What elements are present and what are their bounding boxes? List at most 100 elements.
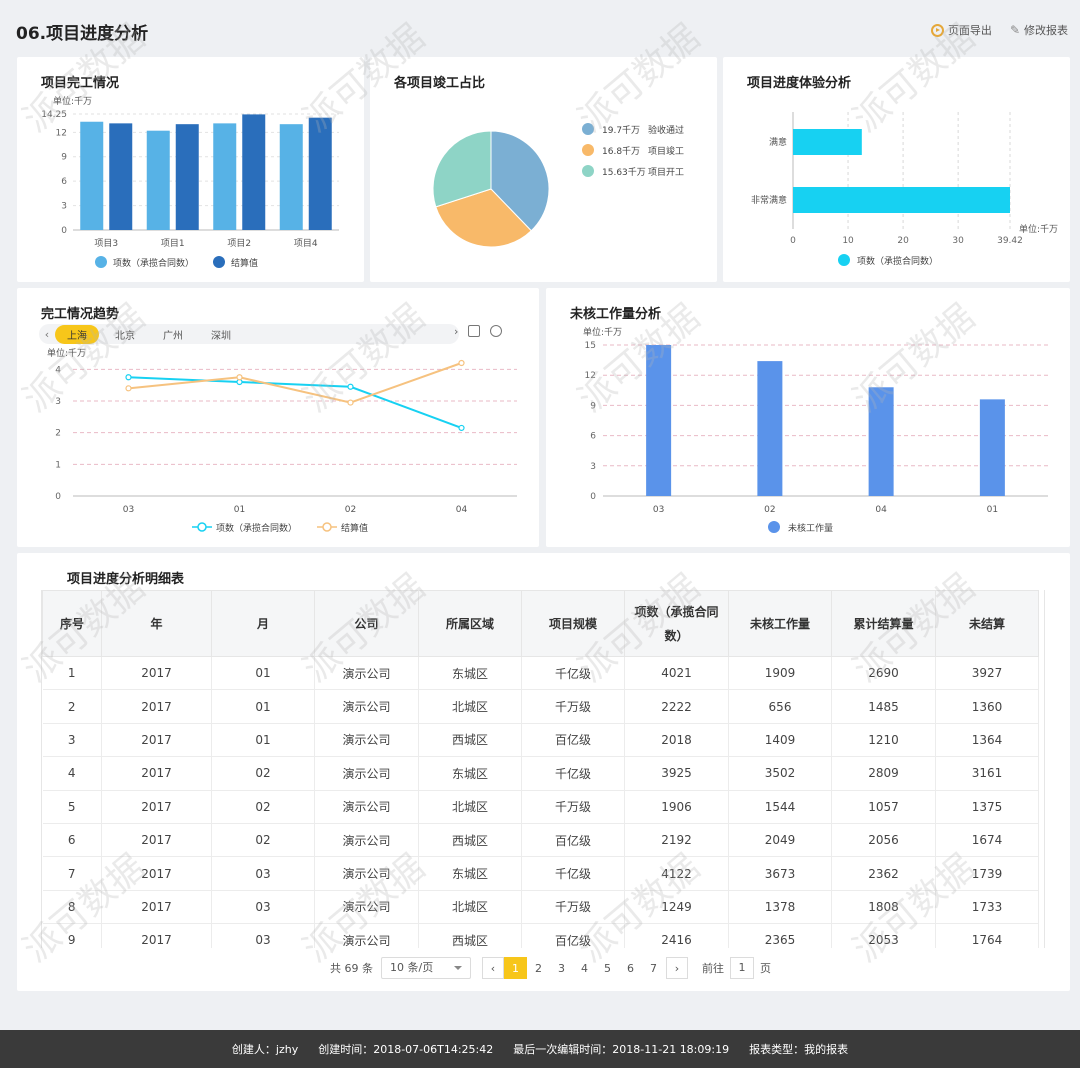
table-cell: 2 bbox=[42, 689, 102, 724]
y-tick-label: 9 bbox=[590, 401, 596, 411]
page-title: 06.项目进度分析 bbox=[16, 24, 149, 44]
next-page-button[interactable]: › bbox=[666, 957, 688, 979]
pencil-icon: ✎ bbox=[1009, 23, 1020, 37]
table-cell: 演示公司 bbox=[314, 723, 419, 758]
total-count: 共 69 条 bbox=[330, 962, 373, 975]
page-number-button[interactable]: 7 bbox=[650, 961, 657, 975]
table-cell: 千万级 bbox=[521, 890, 625, 925]
table-row[interactable]: 6 2017 02 演示公司 西城区 百亿级 2192 2049 2056 1674 bbox=[42, 823, 1039, 858]
legend-label: 未核工作量 bbox=[788, 522, 833, 534]
table-cell: 2017 bbox=[101, 856, 212, 891]
goto-page-input[interactable]: 1 bbox=[730, 957, 754, 979]
bar bbox=[646, 345, 672, 496]
table-cell: 千亿级 bbox=[521, 656, 625, 691]
table-row[interactable]: 4 2017 02 演示公司 东城区 千亿级 3925 3502 2809 3161 bbox=[42, 756, 1039, 791]
table-cell: 演示公司 bbox=[314, 923, 419, 948]
completion-share-card: 各项目竣工占比 19.7千万 验收通过 16.8千万 项目竣工 15.63千万 项目开工 bbox=[370, 57, 717, 282]
table-cell: 2017 bbox=[101, 723, 212, 758]
tab-shanghai[interactable]: 上海 bbox=[55, 324, 99, 344]
x-tick-label: 03 bbox=[653, 505, 664, 515]
pie-slice bbox=[435, 188, 532, 248]
table-row[interactable]: 8 2017 03 演示公司 北城区 千万级 1249 1378 1808 1733 bbox=[42, 890, 1039, 925]
table-row[interactable]: 5 2017 02 演示公司 北城区 千万级 1906 1544 1057 1375 bbox=[42, 790, 1039, 824]
refresh-icon[interactable] bbox=[490, 325, 503, 337]
y-tick-label: 6 bbox=[61, 177, 67, 187]
table-scroll-area[interactable]: 序号年月公司 所属区域 项目规模 项数（承揽合同数） 未核工作量 累计结算量 未结算 1 20… bbox=[41, 590, 1045, 948]
legend-label: 验收通过 bbox=[648, 124, 684, 136]
y-tick-label: 12 bbox=[585, 371, 596, 381]
column-header: 序号 bbox=[42, 590, 102, 657]
tab-beijing[interactable]: 北京 bbox=[115, 330, 135, 342]
bar bbox=[793, 187, 1010, 213]
page-number-button[interactable]: 2 bbox=[535, 961, 542, 975]
page-suffix: 页 bbox=[760, 962, 771, 975]
page-size-select[interactable]: 10 条/页 bbox=[381, 957, 471, 979]
table-cell: 1906 bbox=[624, 790, 729, 824]
table-cell: 千亿级 bbox=[521, 756, 625, 791]
y-tick-label: 满意 bbox=[769, 136, 787, 148]
table-header-row: 序号年月公司 所属区域 项目规模 项数（承揽合同数） 未核工作量 累计结算量 未结算 bbox=[42, 590, 1039, 657]
table-cell: 演示公司 bbox=[314, 890, 419, 925]
table-body: 1 2017 01 演示公司 东城区 千亿级 4021 1909 2690 3927 2 2017 01… bbox=[42, 656, 1039, 948]
table-cell: 1409 bbox=[728, 723, 832, 758]
project-completion-card: 项目完工情况 单位:千万 0 3 6 9 12 14.25 项目3 项目1 项目2 项目4 项数（承揽… bbox=[17, 57, 364, 282]
column-header: 年 bbox=[101, 590, 212, 657]
goto-label: 前往 bbox=[702, 962, 724, 975]
table-row[interactable]: 2 2017 01 演示公司 北城区 千万级 2222 656 1485 1360 bbox=[42, 689, 1039, 724]
tab-guangzhou[interactable]: 广州 bbox=[163, 330, 183, 342]
x-tick-label: 项目4 bbox=[294, 238, 318, 249]
page-number-button[interactable]: 6 bbox=[627, 961, 634, 975]
edited-time: 最后一次编辑时间：2018-11-21 18:09:19 bbox=[513, 1043, 730, 1056]
y-tick-label: 1 bbox=[55, 460, 61, 470]
export-page-button[interactable]: 页面导出 bbox=[930, 22, 992, 38]
unverified-workload-card: 未核工作量分析 单位:千万 0 3 6 9 12 15 03 02 04 01 未核工作量 bbox=[546, 288, 1070, 547]
data-point bbox=[236, 374, 243, 381]
prev-page-button[interactable]: ‹ bbox=[482, 957, 504, 979]
table-title: 项目进度分析明细表 bbox=[67, 572, 185, 587]
table-cell: 1378 bbox=[728, 890, 832, 925]
table-cell: 2809 bbox=[831, 756, 936, 791]
edit-report-button[interactable]: ✎ 修改报表 bbox=[1010, 22, 1068, 38]
table-cell: 2017 bbox=[101, 923, 212, 948]
tabs-next-icon[interactable]: › bbox=[454, 325, 459, 338]
table-cell: 西城区 bbox=[418, 723, 522, 758]
data-point bbox=[458, 359, 465, 367]
table-cell: 1375 bbox=[935, 790, 1039, 824]
table-row[interactable]: 1 2017 01 演示公司 东城区 千亿级 4021 1909 2690 3927 bbox=[42, 656, 1039, 691]
data-point bbox=[125, 385, 132, 392]
table-row[interactable]: 7 2017 03 演示公司 东城区 千亿级 4122 3673 2362 1739 bbox=[42, 856, 1039, 891]
table-row[interactable]: 3 2017 01 演示公司 西城区 百亿级 2018 1409 1210 1364 bbox=[42, 723, 1039, 758]
copy-icon[interactable] bbox=[468, 325, 481, 337]
table-row[interactable]: 9 2017 03 演示公司 西城区 百亿级 2416 2365 2053 1764 bbox=[42, 923, 1039, 948]
page-number-button[interactable]: 4 bbox=[581, 961, 588, 975]
y-tick-label: 非常满意 bbox=[751, 194, 787, 206]
pie-slice bbox=[432, 130, 492, 208]
x-tick-label: 03 bbox=[123, 505, 134, 515]
y-tick-label: 3 bbox=[590, 462, 596, 472]
column-header: 未核工作量 bbox=[728, 590, 832, 657]
table-cell: 01 bbox=[211, 689, 315, 724]
tab-shenzhen[interactable]: 深圳 bbox=[211, 330, 231, 342]
legend-marker bbox=[322, 522, 332, 532]
export-icon bbox=[930, 23, 944, 37]
table-cell: 9 bbox=[42, 923, 102, 948]
y-tick-label: 4 bbox=[55, 365, 61, 375]
page-number-button[interactable]: 3 bbox=[558, 961, 565, 975]
table-cell: 演示公司 bbox=[314, 856, 419, 891]
legend-marker bbox=[95, 256, 107, 268]
table-cell: 1485 bbox=[831, 689, 936, 724]
unit-label: 单位:千万 bbox=[583, 326, 622, 338]
created-time: 创建时间：2018-07-06T14:25:42 bbox=[318, 1043, 494, 1056]
table-cell: 西城区 bbox=[418, 923, 522, 948]
legend-value: 16.8千万 bbox=[602, 146, 640, 157]
page-number-button[interactable]: 5 bbox=[604, 961, 611, 975]
page-number-button[interactable]: 1 bbox=[504, 957, 527, 979]
table-cell: 百亿级 bbox=[521, 923, 625, 948]
series-line bbox=[128, 362, 462, 404]
table-cell: 2017 bbox=[101, 656, 212, 691]
x-tick-label: 02 bbox=[764, 505, 775, 515]
table-cell: 1733 bbox=[935, 890, 1039, 925]
tabs-prev-icon[interactable]: ‹ bbox=[44, 327, 50, 341]
